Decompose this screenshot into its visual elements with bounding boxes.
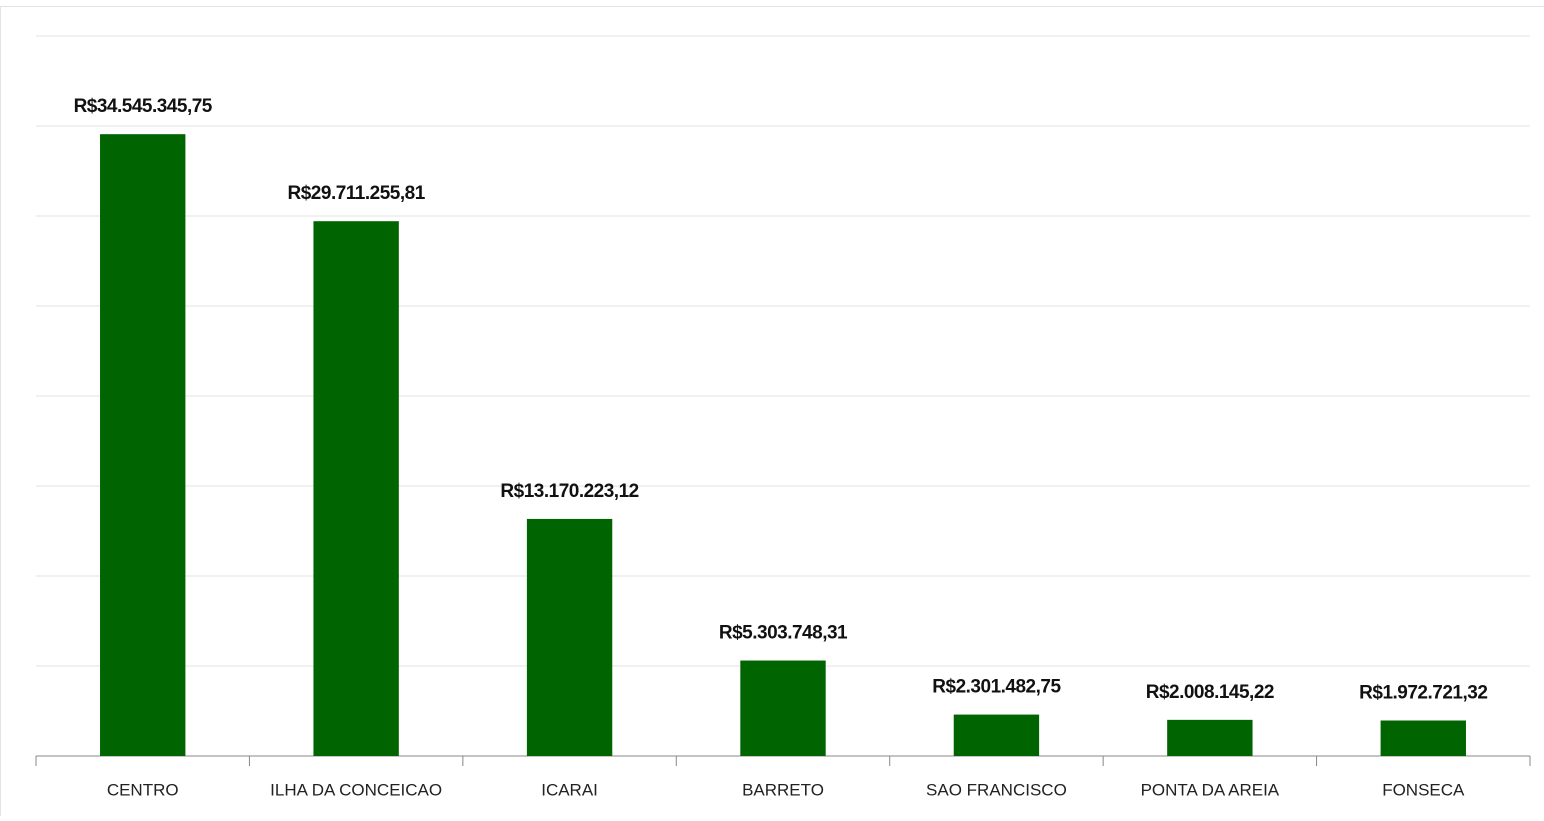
data-label: R$1.972.721,32	[1359, 683, 1487, 704]
x-tick-label: CENTRO	[107, 780, 179, 799]
x-tick-label: FONSECA	[1382, 780, 1465, 799]
bar	[740, 661, 825, 756]
x-tick-label: SAO FRANCISCO	[926, 780, 1067, 799]
data-label: R$29.711.255,81	[288, 183, 426, 204]
x-tick-label: ICARAI	[541, 780, 598, 799]
bar	[100, 134, 185, 756]
bar	[313, 221, 398, 756]
data-label: R$13.170.223,12	[500, 481, 638, 502]
bar	[527, 519, 612, 756]
x-tick-label: BARRETO	[742, 780, 824, 799]
data-label: R$5.303.748,31	[719, 623, 848, 644]
data-label: R$2.301.482,75	[932, 677, 1061, 698]
x-tick-label: ILHA DA CONCEICAO	[270, 780, 442, 799]
bar	[1381, 720, 1466, 756]
data-label: R$34.545.345,75	[74, 96, 213, 117]
x-tick-label: PONTA DA AREIA	[1141, 780, 1280, 799]
bar	[1167, 720, 1252, 756]
bar	[954, 715, 1039, 756]
data-label: R$2.008.145,22	[1146, 682, 1274, 703]
